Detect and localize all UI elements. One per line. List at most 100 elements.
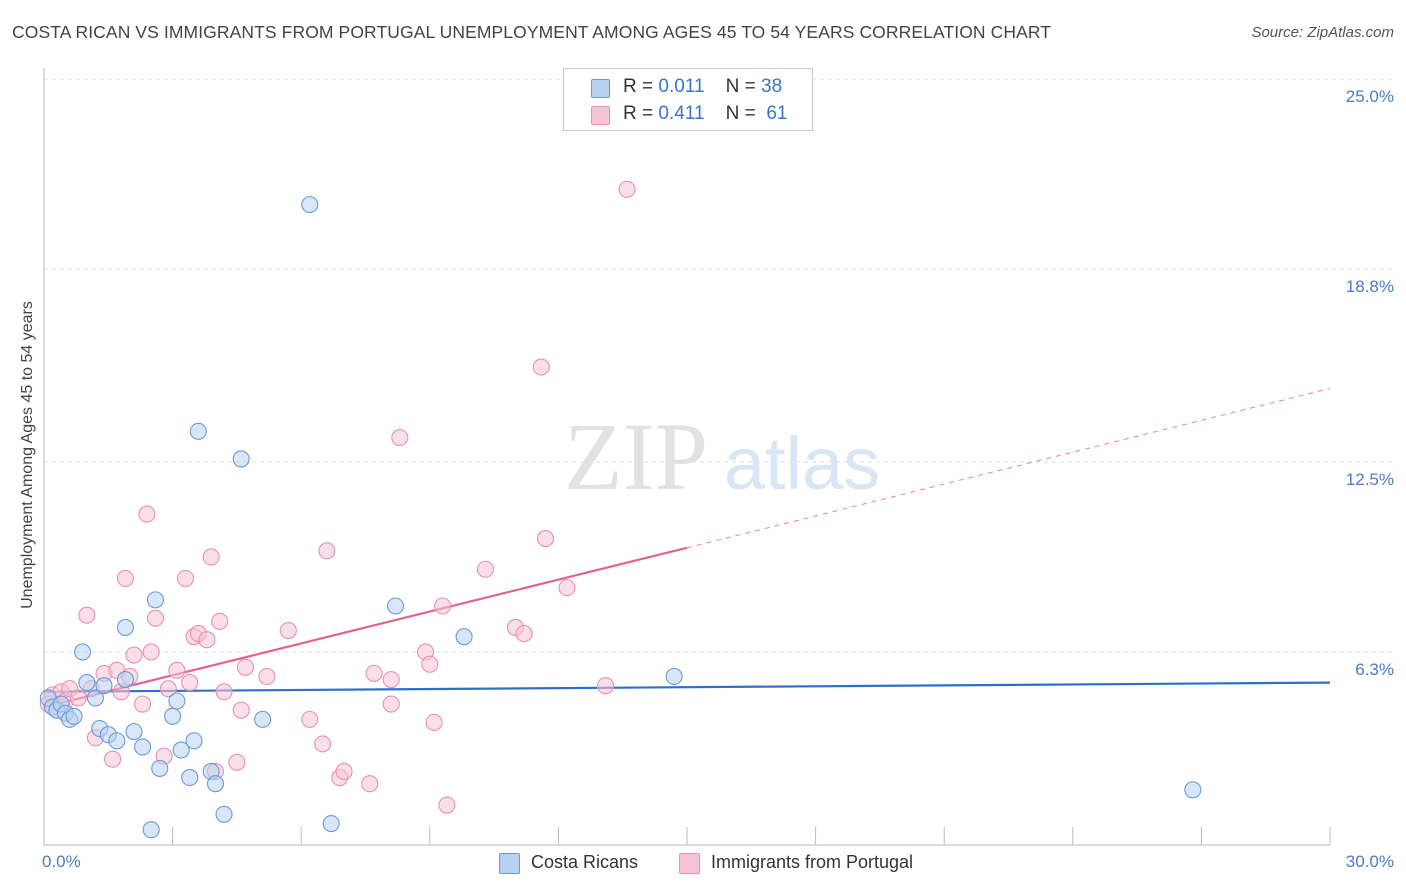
data-point-portugal xyxy=(597,677,615,695)
x-tick-label-max: 30.0% xyxy=(1345,852,1394,871)
data-point-portugal xyxy=(146,609,165,627)
series-portugal-points xyxy=(39,180,636,814)
legend-swatch-blue xyxy=(499,853,520,874)
data-point-costa-rican xyxy=(116,618,134,637)
data-point-portugal xyxy=(116,569,134,587)
data-point-costa-rican xyxy=(86,689,104,707)
trend-line-portugal-extension xyxy=(686,387,1331,549)
data-point-costa-rican xyxy=(168,692,186,710)
legend-r-label: R = xyxy=(623,76,654,97)
data-point-portugal xyxy=(476,560,495,578)
y-tick-label: 6.3% xyxy=(1355,659,1394,679)
data-point-costa-rican xyxy=(134,738,152,756)
series-costa-rican-points xyxy=(39,196,1202,839)
data-point-costa-rican xyxy=(455,628,473,646)
correlation-legend: R = 0.011 N = 38 R = 0.411 N = 61 xyxy=(563,68,813,131)
data-point-portugal xyxy=(228,753,246,771)
legend-r-label: R = xyxy=(623,103,654,124)
data-point-costa-rican xyxy=(185,732,203,750)
y-tick-label: 18.8% xyxy=(1345,276,1394,296)
data-point-portugal xyxy=(301,710,319,728)
data-point-portugal xyxy=(361,775,379,793)
data-point-costa-rican xyxy=(215,805,233,823)
legend-text-portugal: R = 0.411 N = 61 xyxy=(623,103,787,125)
data-point-costa-rican xyxy=(116,670,134,689)
data-point-costa-rican xyxy=(254,710,272,728)
data-point-portugal xyxy=(318,542,336,560)
data-point-portugal xyxy=(382,695,400,713)
data-point-portugal xyxy=(515,625,533,643)
data-point-portugal xyxy=(78,606,96,624)
data-point-costa-rican xyxy=(301,196,319,214)
legend-r-value: 0.011 xyxy=(658,76,705,97)
data-point-portugal xyxy=(279,621,297,640)
data-point-portugal xyxy=(536,530,555,548)
source-label: Source: ZipAtlas.com xyxy=(1251,24,1394,41)
data-point-portugal xyxy=(69,689,87,707)
data-point-costa-rican xyxy=(322,815,340,833)
data-point-portugal xyxy=(198,631,216,649)
watermark-atlas: atlas xyxy=(724,422,880,505)
data-point-portugal xyxy=(391,428,409,447)
data-point-portugal xyxy=(434,597,452,615)
x-tick-label-min: 0.0% xyxy=(42,852,81,871)
legend-r-value: 0.411 xyxy=(658,103,705,124)
legend-n-label: N = xyxy=(725,103,756,124)
data-point-portugal xyxy=(382,670,400,689)
data-point-costa-rican xyxy=(1184,781,1202,799)
data-point-portugal xyxy=(142,643,160,661)
data-point-costa-rican xyxy=(125,723,143,741)
data-point-portugal xyxy=(438,796,456,814)
data-point-portugal xyxy=(314,735,332,753)
legend-n-value: 61 xyxy=(766,103,788,124)
data-point-costa-rican xyxy=(146,591,165,609)
data-point-costa-rican xyxy=(172,741,190,759)
data-point-costa-rican xyxy=(78,674,96,692)
legend-swatch-blue xyxy=(591,79,610,98)
series-legend: Costa Ricans Immigrants from Portugal xyxy=(0,852,1406,878)
legend-n-value: 38 xyxy=(761,76,783,97)
data-point-portugal xyxy=(202,548,220,566)
data-point-portugal xyxy=(168,661,186,679)
chart-title: COSTA RICAN VS IMMIGRANTS FROM PORTUGAL … xyxy=(12,22,1052,42)
data-point-costa-rican xyxy=(181,769,199,787)
watermark-zip: ZIP xyxy=(564,403,708,510)
data-point-portugal xyxy=(181,674,199,692)
watermark: ZIP atlas xyxy=(564,403,880,510)
data-point-costa-rican xyxy=(151,759,169,777)
data-point-costa-rican xyxy=(95,677,113,695)
data-point-portugal xyxy=(138,505,156,523)
data-point-costa-rican xyxy=(232,450,250,468)
data-point-portugal xyxy=(258,667,276,686)
data-point-portugal xyxy=(335,762,353,781)
data-point-portugal xyxy=(176,569,195,587)
data-point-portugal xyxy=(232,701,250,719)
data-point-costa-rican xyxy=(108,732,126,750)
data-point-costa-rican xyxy=(206,775,225,793)
data-point-portugal xyxy=(104,750,122,768)
data-point-costa-rican xyxy=(164,707,182,725)
legend-label-costa-ricans: Costa Ricans xyxy=(531,852,639,872)
data-point-portugal xyxy=(558,579,576,597)
data-point-costa-rican xyxy=(386,597,405,615)
data-point-costa-rican xyxy=(189,422,207,440)
y-tick-label: 25.0% xyxy=(1345,87,1394,106)
data-point-portugal xyxy=(159,680,177,698)
legend-swatch-pink xyxy=(591,106,610,125)
data-point-costa-rican xyxy=(74,643,92,661)
data-point-portugal xyxy=(134,695,152,713)
axes xyxy=(43,68,1331,846)
legend-text-costa-rican: R = 0.011 N = 38 xyxy=(623,76,782,98)
gridlines xyxy=(44,78,1395,653)
data-point-costa-rican xyxy=(665,667,683,686)
data-point-portugal xyxy=(425,713,443,731)
legend-swatch-pink xyxy=(679,853,700,874)
legend-label-portugal: Immigrants from Portugal xyxy=(711,852,914,872)
data-point-costa-rican xyxy=(142,821,160,839)
legend-n-label: N = xyxy=(725,76,756,97)
trend-lines xyxy=(43,387,1331,709)
data-point-portugal xyxy=(532,358,550,376)
data-point-costa-rican xyxy=(65,707,83,725)
data-point-portugal xyxy=(211,612,229,630)
